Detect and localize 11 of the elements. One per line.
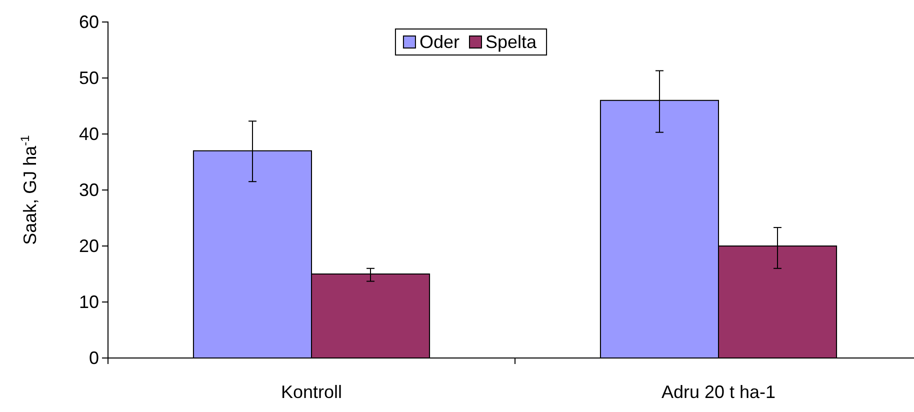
y-tick-label: 0	[88, 348, 99, 368]
legend-label: Oder	[419, 32, 460, 52]
y-tick-label: 10	[78, 292, 99, 312]
x-tick-label: Kontroll	[280, 382, 342, 402]
y-tick-label: 30	[78, 180, 99, 200]
legend-label: Spelta	[485, 32, 538, 52]
y-tick-label: 60	[78, 12, 99, 32]
y-tick-label: 40	[78, 124, 99, 144]
x-tick-label: Adru 20 t ha-1	[661, 382, 776, 402]
y-tick-label: 20	[78, 236, 99, 256]
y-tick-label: 50	[78, 68, 99, 88]
